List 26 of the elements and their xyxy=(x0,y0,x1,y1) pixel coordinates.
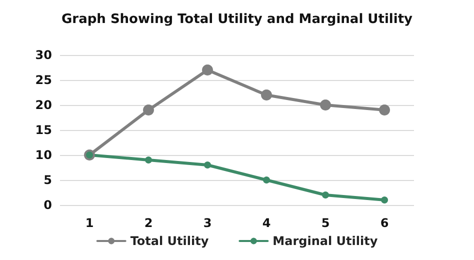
x-tick-label: 6 xyxy=(380,216,389,230)
y-tick-label: 20 xyxy=(35,98,52,112)
x-tick-label: 2 xyxy=(144,216,153,230)
point xyxy=(322,192,329,198)
legend-label: Marginal Utility xyxy=(272,234,378,248)
point xyxy=(202,64,213,76)
x-tick-label: 3 xyxy=(203,216,212,230)
y-tick-label: 30 xyxy=(35,48,52,62)
point xyxy=(143,104,154,116)
point xyxy=(261,90,272,100)
y-tick-label: 25 xyxy=(35,73,52,87)
point xyxy=(145,156,152,164)
chart-title: Graph Showing Total Utility and Marginal Utility xyxy=(61,12,414,27)
x-tick-label: 4 xyxy=(262,216,271,230)
point xyxy=(263,176,270,184)
point xyxy=(204,162,211,168)
legend-label: Total Utility xyxy=(130,234,209,248)
y-tick-label: 0 xyxy=(44,198,52,212)
point xyxy=(320,100,331,110)
x-tick-label: 5 xyxy=(321,216,330,230)
point xyxy=(381,196,388,204)
point xyxy=(379,104,390,116)
y-tick-label: 10 xyxy=(35,148,52,162)
y-tick-label: 5 xyxy=(44,173,52,187)
y-tick-label: 15 xyxy=(35,123,52,137)
x-tick-label: 1 xyxy=(85,216,94,230)
